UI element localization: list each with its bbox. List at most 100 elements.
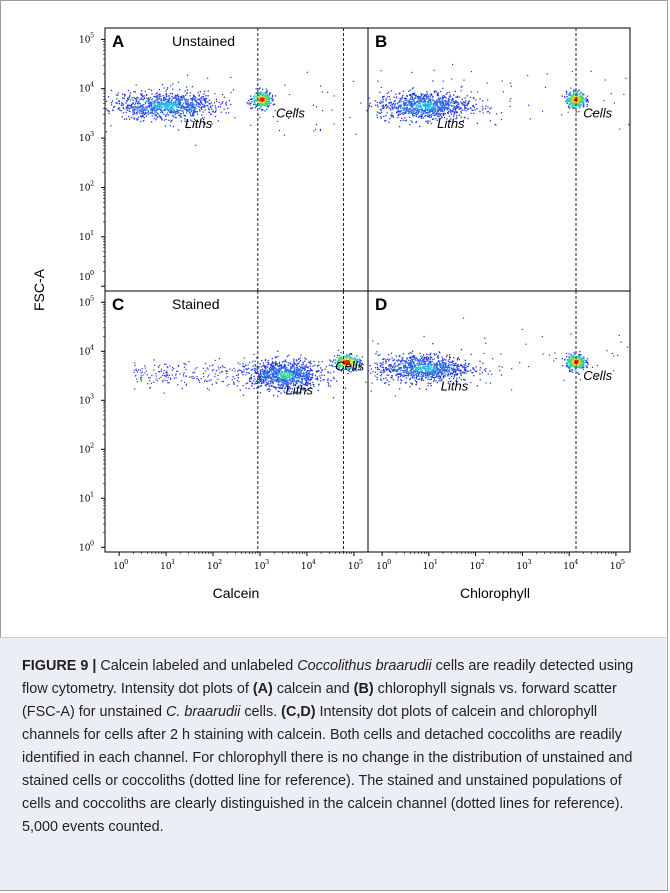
event-dot xyxy=(137,111,139,113)
event-dot xyxy=(268,363,270,365)
event-dot xyxy=(444,104,446,106)
event-dot xyxy=(436,109,438,111)
event-dot xyxy=(321,369,323,371)
event-dot xyxy=(441,363,443,365)
event-dot xyxy=(211,365,213,367)
event-dot xyxy=(432,380,435,382)
event-dot xyxy=(169,108,171,111)
event-dot xyxy=(264,366,266,369)
event-dot xyxy=(444,100,447,102)
event-dot xyxy=(427,359,429,362)
event-dot xyxy=(403,97,406,100)
event-dot xyxy=(141,114,143,116)
event-dot xyxy=(453,365,456,367)
event-dot xyxy=(172,116,175,118)
event-dot xyxy=(403,360,406,362)
event-dot xyxy=(401,112,403,114)
event-dot xyxy=(208,389,210,391)
event-dot xyxy=(404,369,406,372)
event-dot xyxy=(316,378,318,380)
event-dot xyxy=(195,97,197,99)
event-dot xyxy=(351,361,353,363)
event-dot xyxy=(458,377,461,379)
event-dot xyxy=(487,99,489,101)
event-dot xyxy=(440,115,443,117)
event-dot xyxy=(196,378,198,380)
event-dot xyxy=(455,96,457,98)
event-dot xyxy=(489,108,491,110)
event-dot xyxy=(434,368,436,370)
event-dot xyxy=(398,106,400,108)
event-dot xyxy=(568,104,570,106)
event-dot xyxy=(402,363,404,365)
event-dot xyxy=(427,103,429,105)
event-dot xyxy=(256,382,258,385)
event-dot xyxy=(352,368,354,370)
event-dot xyxy=(272,383,274,385)
event-dot xyxy=(401,357,403,359)
event-dot xyxy=(150,108,152,110)
event-dot xyxy=(444,375,446,377)
event-dot xyxy=(578,93,581,95)
event-dot xyxy=(135,98,137,100)
event-dot xyxy=(566,96,568,98)
event-dot xyxy=(381,374,383,376)
event-dot xyxy=(156,108,158,110)
event-dot xyxy=(344,361,346,363)
event-dot xyxy=(578,105,580,107)
event-dot xyxy=(420,106,422,109)
event-dot xyxy=(134,388,136,390)
event-dot xyxy=(460,348,463,351)
event-dot xyxy=(306,71,308,73)
event-dot xyxy=(361,362,363,364)
event-dot xyxy=(256,369,258,371)
event-dot xyxy=(225,103,227,105)
event-dot xyxy=(432,118,435,120)
panel-dots xyxy=(368,63,630,130)
event-dot xyxy=(440,100,442,103)
event-dot xyxy=(419,367,421,369)
event-dot xyxy=(258,99,261,102)
event-dot xyxy=(123,118,126,120)
event-dot xyxy=(379,108,381,111)
event-dot xyxy=(316,123,318,126)
event-dot xyxy=(351,357,353,359)
event-dot xyxy=(411,97,413,100)
event-dot xyxy=(191,86,193,88)
event-dot xyxy=(340,359,342,361)
event-dot xyxy=(297,376,299,379)
event-dot xyxy=(429,98,431,100)
event-dot xyxy=(190,119,192,121)
event-dot xyxy=(387,358,389,360)
event-dot xyxy=(171,93,174,95)
event-dot xyxy=(192,111,195,114)
event-dot xyxy=(257,104,260,107)
event-dot xyxy=(270,364,272,366)
event-dot xyxy=(387,105,389,107)
event-dot xyxy=(277,380,280,382)
event-dot xyxy=(403,367,405,370)
event-dot xyxy=(379,375,381,377)
event-dot xyxy=(185,368,187,371)
event-dot xyxy=(390,101,392,103)
event-dot xyxy=(449,372,452,374)
event-dot xyxy=(337,360,339,362)
event-dot xyxy=(281,387,283,389)
event-dot xyxy=(317,379,319,381)
event-dot xyxy=(413,373,415,375)
event-dot xyxy=(157,101,159,103)
event-dot xyxy=(442,106,444,108)
event-dot xyxy=(193,114,195,117)
event-dot xyxy=(105,108,107,110)
event-dot xyxy=(319,377,322,379)
event-dot xyxy=(148,377,150,379)
event-dot xyxy=(574,100,576,102)
event-dot xyxy=(306,385,309,387)
event-dot xyxy=(341,364,344,366)
event-dot xyxy=(437,361,439,363)
event-dot xyxy=(475,103,477,106)
event-dot xyxy=(431,369,433,372)
event-dot xyxy=(160,370,162,372)
event-dot xyxy=(385,377,387,379)
